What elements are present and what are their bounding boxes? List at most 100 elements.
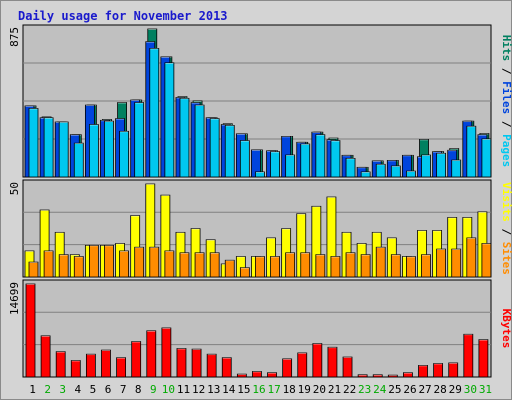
bar-kbytes-day-3 bbox=[55, 351, 66, 378]
bar-kbytes-day-15 bbox=[236, 373, 247, 378]
bar-sites-day-9 bbox=[149, 246, 160, 278]
bar-pages-day-6 bbox=[104, 120, 114, 178]
bar-kbytes-day-30 bbox=[463, 333, 474, 378]
bar-kbytes-day-31 bbox=[478, 339, 489, 378]
bar-kbytes-day-22 bbox=[342, 356, 353, 378]
y-max-label: 875 bbox=[8, 27, 21, 47]
day-label-17: 17 bbox=[267, 383, 280, 396]
bar-sites-day-22 bbox=[345, 252, 356, 278]
day-label-31: 31 bbox=[479, 383, 492, 396]
bar-kbytes-day-8 bbox=[131, 341, 142, 378]
bar-kbytes-day-23 bbox=[357, 374, 368, 378]
day-label-16: 16 bbox=[252, 383, 265, 396]
day-label-4: 4 bbox=[75, 383, 82, 396]
bar-pages-day-18 bbox=[285, 154, 296, 178]
day-label-21: 21 bbox=[328, 383, 341, 396]
bar-kbytes-day-29 bbox=[448, 362, 459, 378]
bar-kbytes-day-2 bbox=[40, 335, 51, 378]
bar-sites-day-27 bbox=[421, 254, 431, 278]
day-label-5: 5 bbox=[90, 383, 97, 396]
bar-kbytes-day-16 bbox=[252, 371, 262, 378]
day-label-25: 25 bbox=[388, 383, 401, 396]
bar-pages-day-11 bbox=[179, 97, 190, 178]
bar-kbytes-day-20 bbox=[312, 343, 323, 378]
bar-sites-day-10 bbox=[164, 250, 175, 278]
day-label-30: 30 bbox=[464, 383, 477, 396]
bar-kbytes-day-24 bbox=[372, 374, 383, 378]
bar-pages-day-29 bbox=[451, 159, 462, 178]
bar-pages-day-3 bbox=[58, 121, 69, 178]
bar-kbytes-day-7 bbox=[116, 357, 126, 378]
series-label-bottom: KBytes bbox=[500, 309, 512, 349]
bar-sites-day-20 bbox=[315, 254, 326, 278]
bar-sites-day-1 bbox=[28, 261, 39, 278]
legend-sites: Sites bbox=[500, 242, 512, 275]
bar-kbytes-day-14 bbox=[221, 357, 232, 378]
bar-pages-day-16 bbox=[255, 171, 265, 178]
bar-pages-day-4 bbox=[73, 142, 84, 178]
bar-sites-day-17 bbox=[270, 256, 280, 278]
bar-sites-day-28 bbox=[436, 248, 447, 278]
bar-pages-day-13 bbox=[209, 118, 220, 178]
bar-pages-day-10 bbox=[164, 62, 175, 178]
panel-bottom: 14699 KBytes bbox=[8, 279, 512, 378]
bar-sites-day-29 bbox=[451, 248, 462, 278]
bar-pages-day-30 bbox=[466, 125, 477, 178]
bar-pages-day-12 bbox=[194, 104, 205, 178]
bar-sites-day-16 bbox=[255, 256, 265, 278]
day-label-8: 8 bbox=[135, 383, 142, 396]
bar-pages-day-23 bbox=[360, 171, 371, 178]
bar-pages-day-1 bbox=[28, 108, 39, 178]
day-label-23: 23 bbox=[358, 383, 371, 396]
bar-sites-day-8 bbox=[134, 246, 145, 278]
bar-pages-day-9 bbox=[149, 48, 160, 178]
bar-sites-day-26 bbox=[406, 256, 416, 278]
day-label-19: 19 bbox=[298, 383, 311, 396]
bar-sites-day-23 bbox=[360, 254, 371, 278]
day-label-27: 27 bbox=[418, 383, 431, 396]
bar-sites-day-12 bbox=[194, 252, 205, 278]
bar-kbytes-day-1 bbox=[25, 283, 36, 378]
legend-separator: / bbox=[500, 114, 512, 134]
day-label-12: 12 bbox=[192, 383, 205, 396]
bar-sites-day-31 bbox=[481, 243, 492, 278]
bar-sites-day-4 bbox=[73, 256, 84, 278]
bar-sites-day-14 bbox=[224, 259, 235, 278]
bar-pages-day-8 bbox=[134, 102, 145, 178]
bar-kbytes-day-28 bbox=[433, 363, 444, 378]
day-label-26: 26 bbox=[403, 383, 416, 396]
day-label-11: 11 bbox=[177, 383, 190, 396]
bar-kbytes-day-12 bbox=[191, 348, 202, 378]
day-label-6: 6 bbox=[105, 383, 112, 396]
bar-pages-day-7 bbox=[119, 130, 129, 178]
y-max-label: 50 bbox=[8, 182, 21, 195]
bar-pages-day-25 bbox=[390, 165, 401, 178]
bar-kbytes-day-13 bbox=[206, 353, 217, 378]
day-label-2: 2 bbox=[44, 383, 51, 396]
bar-sites-day-7 bbox=[119, 250, 129, 278]
day-label-29: 29 bbox=[449, 383, 462, 396]
panel-background bbox=[22, 279, 492, 378]
bar-sites-day-18 bbox=[285, 252, 296, 278]
chart-title: Daily usage for November 2013 bbox=[18, 9, 228, 23]
bar-pages-day-2 bbox=[43, 117, 54, 178]
bar-pages-day-19 bbox=[300, 143, 311, 178]
panel-middle: 50 Visits / Sites bbox=[8, 179, 512, 278]
bar-pages-day-27 bbox=[421, 154, 431, 178]
bar-kbytes-day-27 bbox=[418, 365, 428, 378]
bar-sites-day-19 bbox=[300, 252, 311, 278]
day-label-20: 20 bbox=[313, 383, 326, 396]
bar-kbytes-day-19 bbox=[297, 352, 308, 378]
day-label-14: 14 bbox=[222, 383, 236, 396]
bar-kbytes-day-9 bbox=[146, 330, 157, 378]
day-label-24: 24 bbox=[373, 383, 387, 396]
day-label-22: 22 bbox=[343, 383, 356, 396]
panel-top: 875 Hits / Files / Pages bbox=[8, 24, 512, 178]
bar-sites-day-25 bbox=[390, 254, 401, 278]
bar-pages-day-5 bbox=[88, 124, 99, 178]
legend-hits: Hits bbox=[500, 35, 512, 62]
day-label-1: 1 bbox=[29, 383, 36, 396]
bar-pages-day-22 bbox=[345, 157, 356, 178]
bar-sites-day-6 bbox=[104, 244, 114, 278]
